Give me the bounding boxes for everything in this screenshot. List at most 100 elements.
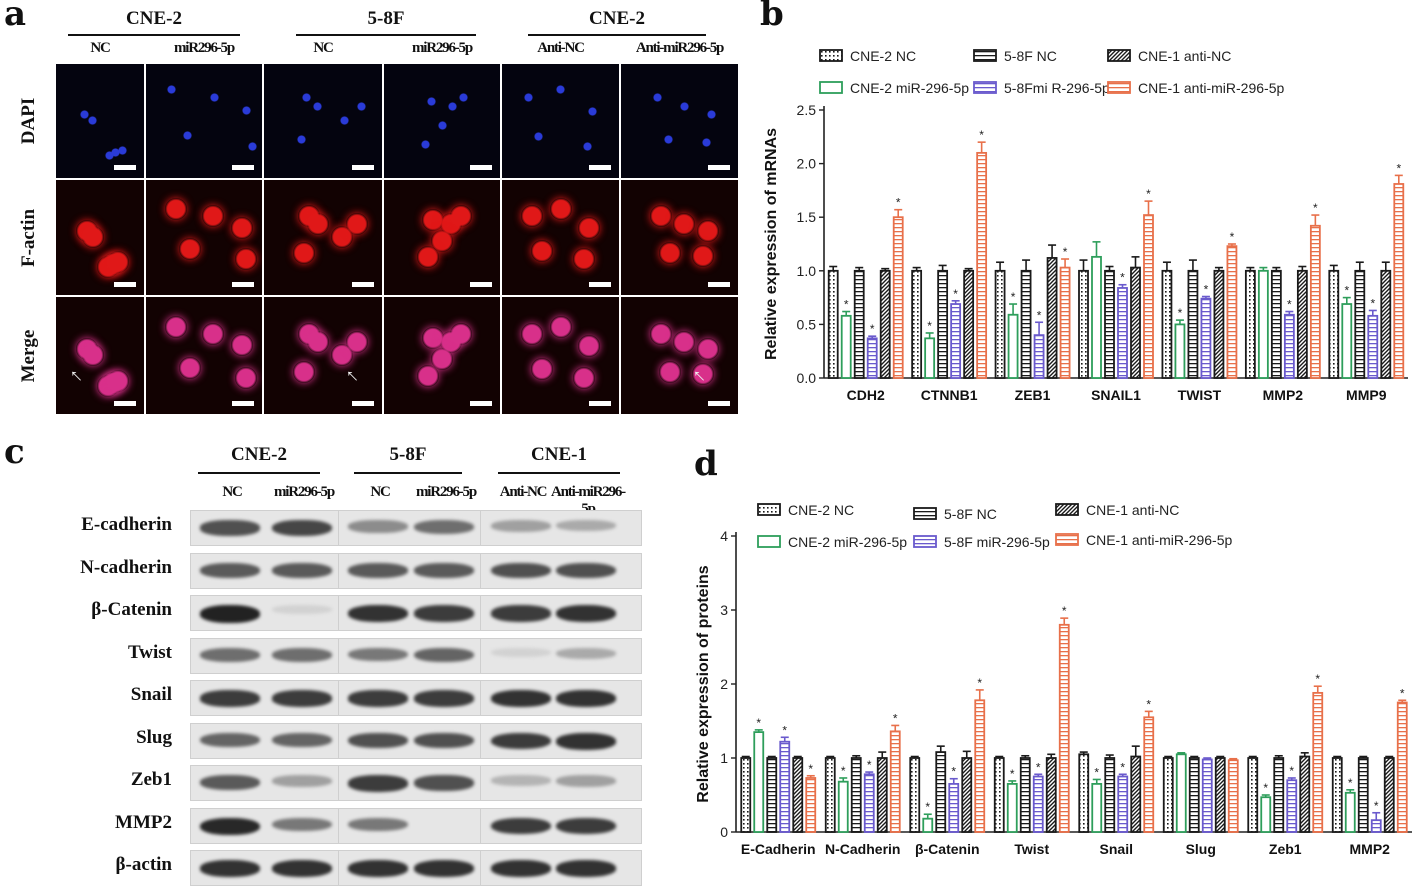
- cell-r0-c0-3: [104, 151, 114, 161]
- group-underline-c-1: [354, 472, 462, 474]
- cell-r1-c4-4: [573, 248, 596, 271]
- cell-r1-c5-2: [697, 219, 719, 242]
- chartD-bar-7-2: [1357, 757, 1369, 833]
- micrograph-r2-c4: [502, 297, 619, 414]
- lane-label-c-1: miR296-5p: [273, 484, 335, 500]
- chartB-bar-1-1: [924, 337, 936, 379]
- chartD-sig-1-5: *: [893, 711, 898, 725]
- micrograph-r0-c3: [384, 64, 500, 178]
- band-0-1: [272, 520, 332, 536]
- cell-r0-c2-1: [313, 102, 323, 111]
- chartB-bar-4-0: [1161, 269, 1173, 379]
- chartB-sig-2-3: *: [1037, 308, 1042, 322]
- micrograph-r1-c1: [146, 180, 262, 295]
- chartD-bar-2-2: [935, 751, 947, 833]
- lane-label-c-2: NC: [370, 484, 390, 500]
- chartD-sig-7-1: *: [1348, 776, 1353, 790]
- micrograph-r1-c3: [384, 180, 500, 295]
- protein-label-5: Slug: [136, 726, 172, 748]
- chartB-sig-2-1: *: [1011, 290, 1016, 304]
- micrograph-r1-c2: [264, 180, 382, 295]
- cell-r2-c0-1: [82, 343, 105, 366]
- condition-label-a-0: NC: [90, 40, 110, 56]
- cell-r0-c5-0: [653, 92, 663, 102]
- chartD-legend-label-5: CNE-1 anti-miR-296-5p: [1086, 532, 1232, 548]
- chartB-bar-3-3: [1117, 287, 1128, 379]
- scale-bar-r2-c0: [114, 401, 136, 406]
- band-5-1: [272, 732, 332, 747]
- condition-label-a-2: NC: [313, 40, 333, 56]
- chartB-legend-swatch-0: [819, 49, 843, 62]
- group-underline-a-2: [528, 34, 706, 36]
- band-6-4: [491, 775, 551, 786]
- chartD-bar-3-1: [1006, 782, 1018, 833]
- micrograph-r0-c2: [264, 64, 382, 178]
- cell-r0-c4-2: [588, 106, 598, 116]
- chartD-sig-4-1: *: [1094, 765, 1099, 779]
- chartD-ytick-label-2: 2: [720, 676, 728, 692]
- cell-r2-c3-2: [431, 348, 453, 370]
- chartB-bar-5-1: [1257, 269, 1269, 379]
- chartD-sig-1-1: *: [841, 764, 846, 778]
- band-3-3: [414, 647, 474, 662]
- chartB-ytick-label-0: 0.0: [797, 370, 817, 386]
- chartD-category-4: Snail: [1100, 841, 1133, 857]
- chartB-legend-label-1: CNE-2 miR-296-5p: [850, 80, 969, 96]
- band-5-5: [556, 732, 616, 750]
- cell-r0-c4-1: [556, 84, 565, 94]
- chartD-legend-swatch-0: [757, 503, 781, 516]
- chartD-bar-1-4: [876, 757, 888, 833]
- band-3-1: [272, 647, 332, 662]
- chartB-sig-0-5: *: [896, 196, 901, 210]
- chartD-legend-label-1: CNE-2 miR-296-5p: [788, 534, 907, 550]
- chartD-bar-2-4: [961, 757, 973, 833]
- cell-r0-c1-2: [242, 105, 252, 115]
- chartD-bar-4-0: [1078, 753, 1090, 833]
- band-3-0: [200, 647, 260, 662]
- cell-r2-c0-4: [107, 370, 130, 393]
- cell-r1-c3-0: [421, 209, 444, 232]
- chartB-bar-0-1: [840, 314, 852, 379]
- chartB-bar-2-4: [1046, 257, 1058, 379]
- micrograph-r1-c4: [502, 180, 619, 295]
- band-2-3: [414, 605, 474, 622]
- chartB-bar-6-4: [1380, 269, 1392, 379]
- micrograph-r2-c3: [384, 297, 500, 414]
- chartD-bar-4-2: [1104, 757, 1116, 833]
- chartB-ytick-label-2: 1.0: [797, 263, 817, 279]
- protein-label-6: Zeb1: [130, 769, 172, 790]
- chartB-bar-2-2: [1020, 269, 1032, 379]
- micrograph-r0-c0: [56, 64, 144, 178]
- band-3-5: [556, 647, 616, 659]
- band-5-2: [348, 732, 408, 748]
- condition-label-a-3: miR296-5p: [411, 40, 473, 56]
- chartD-bar-2-0: [909, 757, 921, 833]
- cell-r2-c1-0: [164, 315, 187, 338]
- cell-r2-c2-4: [345, 331, 368, 353]
- panel-label-b: b: [760, 0, 784, 34]
- cell-r1-c4-3: [530, 239, 553, 262]
- cell-r0-c1-1: [210, 92, 220, 102]
- scale-bar-r1-c3: [470, 282, 492, 287]
- cell-r0-c1-0: [167, 84, 177, 94]
- cell-r2-c4-3: [530, 358, 553, 381]
- cell-r0-c0-1: [87, 116, 97, 126]
- scale-bar-r1-c4: [589, 282, 611, 287]
- band-5-4: [491, 732, 551, 749]
- chartB-category-1: CTNNB1: [921, 387, 978, 403]
- chartD-sig-6-5: *: [1315, 672, 1320, 686]
- row-label-a-1: F-actin: [18, 208, 39, 267]
- chartB-ytick-label-3: 1.5: [797, 209, 817, 225]
- cell-r2-c1-1: [202, 322, 225, 345]
- chartB-sig-6-5: *: [1396, 161, 1401, 175]
- chartB-bar-4-4: [1213, 269, 1225, 379]
- chartD-sig-7-5: *: [1400, 686, 1405, 700]
- chartD-bar-5-5: [1227, 759, 1239, 833]
- cell-r2-c1-3: [235, 366, 258, 389]
- chartD-legend-swatch-1: [757, 535, 781, 548]
- band-7-1: [272, 817, 332, 831]
- cell-r0-c3-0: [426, 97, 436, 107]
- scale-bar-r0-c0: [114, 165, 136, 170]
- band-6-2: [348, 775, 408, 792]
- cell-r0-c1-3: [247, 141, 257, 151]
